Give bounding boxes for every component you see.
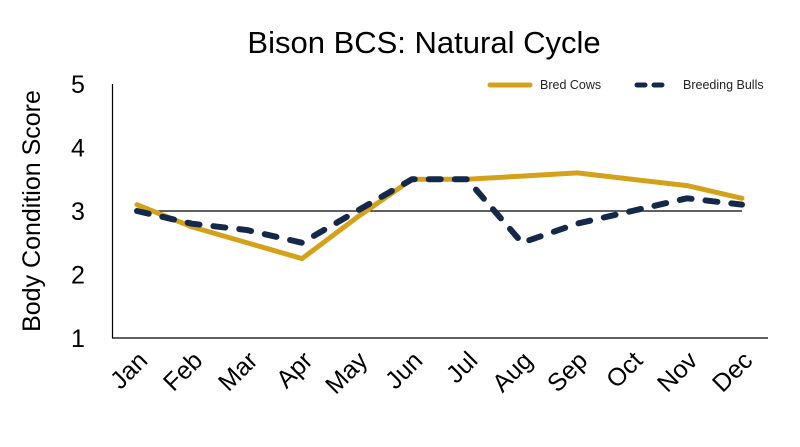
series-lines	[134, 170, 745, 262]
x-tick-label: Aug	[487, 346, 538, 397]
y-tick-label: 3	[71, 198, 85, 226]
y-tick-label: 4	[71, 135, 85, 163]
legend-label: Breeding Bulls	[683, 78, 764, 92]
chart-title: Bison BCS: Natural Cycle	[247, 25, 600, 60]
x-tick-label: Apr	[271, 346, 318, 393]
y-axis-label: Body Condition Score	[18, 90, 46, 332]
x-tick-label: May	[320, 346, 374, 400]
series-line-bred-cows	[134, 170, 745, 262]
x-tick-label: Sep	[542, 346, 593, 397]
x-tick-label: Jan	[105, 346, 153, 394]
y-tick-label: 1	[71, 325, 85, 353]
legend-label: Bred Cows	[540, 78, 601, 92]
legend-item-breeding-bulls: Breeding Bulls	[634, 78, 764, 92]
x-tick-label: Oct	[601, 346, 648, 393]
x-tick-label: Jul	[441, 346, 483, 388]
x-axis-ticks: Jan Feb Mar Apr May Jun Jul Aug Sep Oct Nov Dec	[105, 346, 758, 400]
x-tick-label: Mar	[213, 346, 263, 396]
legend-item-bred-cows: Bred Cows	[487, 78, 601, 92]
y-tick-label: 2	[71, 262, 85, 290]
series-line-breeding-bulls	[134, 176, 745, 246]
x-tick-label: Feb	[158, 346, 208, 396]
x-tick-label: Dec	[707, 346, 758, 397]
x-tick-label: Nov	[652, 346, 704, 398]
x-tick-label: Jun	[380, 346, 428, 394]
y-tick-label: 5	[71, 71, 85, 99]
y-axis-ticks: 1 2 3 4 5	[71, 71, 85, 353]
legend: Bred Cows Breeding Bulls	[487, 78, 764, 92]
